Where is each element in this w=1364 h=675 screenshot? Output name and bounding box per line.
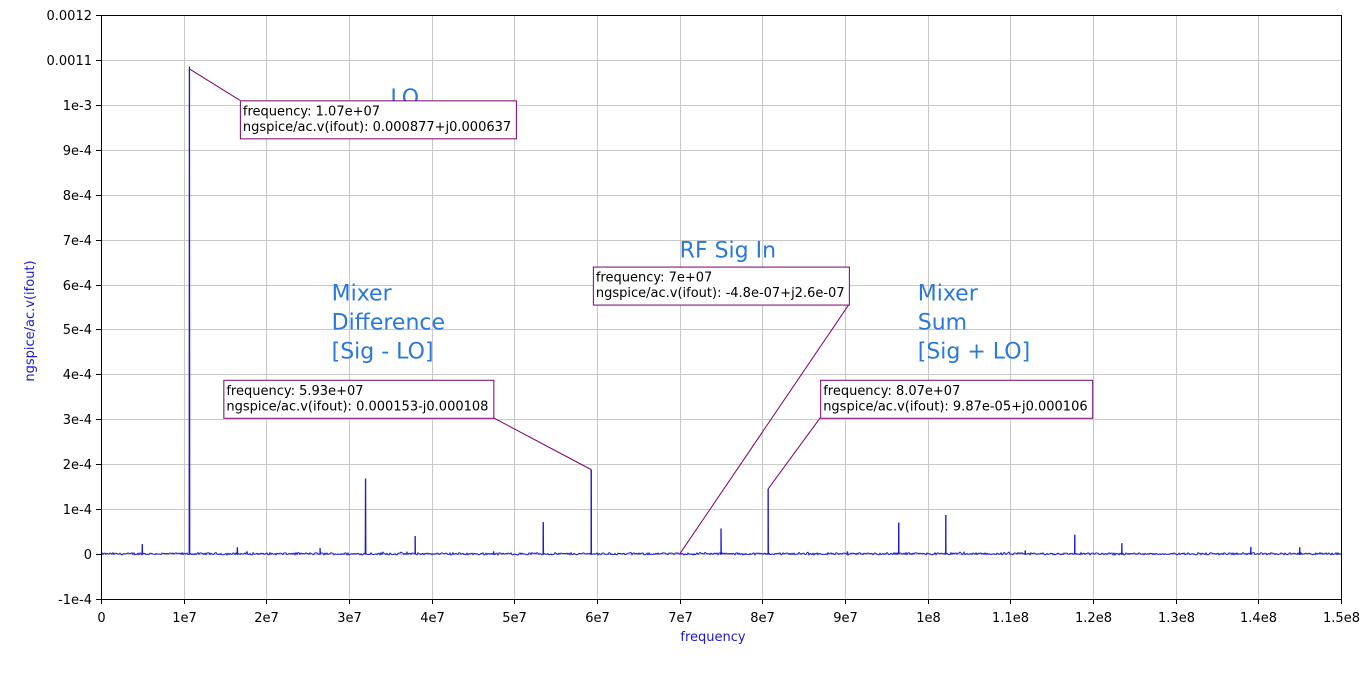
marker-leader	[189, 68, 241, 101]
annotation-text: [Sig - LO]	[332, 339, 434, 364]
x-tick-label: 1e8	[916, 611, 941, 626]
marker-leader	[767, 417, 821, 490]
y-tick-label: 0.0012	[47, 9, 93, 24]
marker-text: frequency: 5.93e+07	[226, 384, 363, 399]
x-tick-label: 1.4e8	[1240, 611, 1277, 626]
y-tick-label: 1e-4	[63, 503, 92, 518]
y-tick-label: 1e-3	[63, 99, 92, 114]
marker-text: ngspice/ac.v(ifout): 0.000153-j0.000108	[226, 399, 488, 414]
annotation-text: [Sig + LO]	[918, 339, 1030, 364]
y-tick-label: -1e-4	[58, 593, 92, 608]
x-tick-label: 7e7	[668, 611, 693, 626]
y-tick-label: 7e-4	[63, 234, 92, 249]
y-tick-label: 6e-4	[63, 279, 92, 294]
annotation-text: RF Sig In	[680, 239, 776, 264]
x-tick-label: 1.1e8	[992, 611, 1029, 626]
annotation-text: Sum	[918, 310, 967, 335]
annotation-text: Difference	[332, 310, 445, 335]
marker-box	[592, 266, 850, 306]
x-tick-label: 1.3e8	[1158, 611, 1195, 626]
marker-leader	[493, 417, 592, 471]
plot-border	[101, 15, 1342, 600]
marker-text: ngspice/ac.v(ifout): -4.8e-07+j2.6e-07	[596, 286, 845, 301]
y-tick-label: 3e-4	[63, 413, 92, 428]
marker-callout: frequency: 8.07e+07ngspice/ac.v(ifout): …	[767, 379, 1094, 490]
x-tick-label: 4e7	[420, 611, 445, 626]
y-tick-label: 0.0011	[47, 54, 93, 69]
y-tick-label: 9e-4	[63, 144, 92, 159]
trace	[100, 66, 1342, 557]
marker-callouts: frequency: 1.07e+07ngspice/ac.v(ifout): …	[189, 68, 1094, 555]
marker-callout: frequency: 1.07e+07ngspice/ac.v(ifout): …	[189, 68, 517, 140]
x-tick-label: 9e7	[833, 611, 858, 626]
x-tick-label: 2e7	[254, 611, 279, 626]
marker-box	[239, 100, 517, 140]
y-tick-label: 0	[84, 548, 92, 563]
x-tick-label: 5e7	[502, 611, 527, 626]
marker-text: frequency: 1.07e+07	[243, 104, 380, 119]
y-axis-ticks: 0.0012 0.0011 1e-3 9e-4 8e-4 7e-4 6e-4 5e-4 4e-4…	[47, 9, 101, 608]
x-tick-label: 6e7	[585, 611, 610, 626]
marker-text: ngspice/ac.v(ifout): 0.000877+j0.000637	[243, 120, 511, 135]
y-tick-label: 2e-4	[63, 458, 92, 473]
marker-callout: frequency: 5.93e+07ngspice/ac.v(ifout): …	[223, 379, 592, 471]
y-tick-label: 5e-4	[63, 323, 92, 338]
x-tick-label: 8e7	[750, 611, 775, 626]
marker-box	[820, 379, 1094, 419]
marker-text: frequency: 8.07e+07	[823, 384, 960, 399]
x-tick-label: 1e7	[172, 611, 197, 626]
x-axis-label: frequency	[680, 630, 746, 645]
plot-frame	[101, 15, 1342, 600]
x-axis-ticks: 0 1e7 2e7 3e7 4e7 5e7 6e7 7e7 8e7 9e7 1e8 1.1e8 1.2e…	[97, 599, 1360, 626]
marker-box	[223, 379, 495, 419]
x-tick-label: 1.5e8	[1323, 611, 1360, 626]
marker-text: frequency: 7e+07	[596, 271, 712, 286]
marker-leader	[679, 304, 850, 555]
x-tick-label: 1.2e8	[1075, 611, 1112, 626]
x-tick-label: 0	[97, 611, 105, 626]
y-tick-label: 4e-4	[63, 368, 92, 383]
annotation-text: Mixer	[918, 281, 979, 306]
x-tick-label: 3e7	[337, 611, 362, 626]
y-tick-label: 8e-4	[63, 189, 92, 204]
marker-text: ngspice/ac.v(ifout): 9.87e-05+j0.000106	[823, 399, 1087, 414]
y-axis-label: ngspice/ac.v(ifout)	[23, 260, 38, 381]
annotation-text: Mixer	[332, 281, 393, 306]
